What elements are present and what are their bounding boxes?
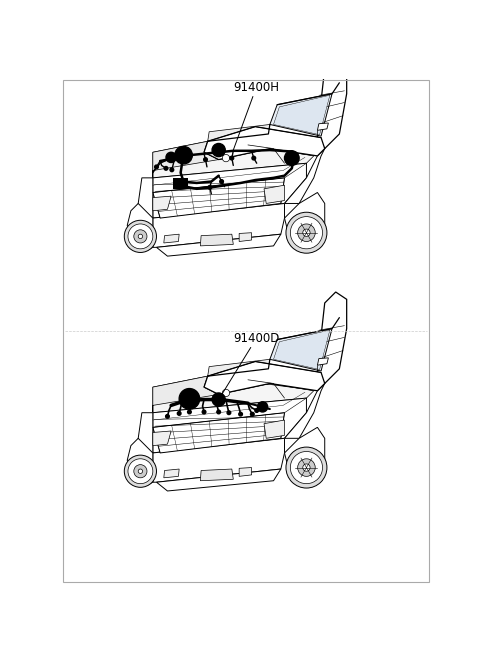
Circle shape <box>290 216 323 249</box>
Circle shape <box>227 411 231 415</box>
Circle shape <box>285 151 299 165</box>
Polygon shape <box>200 469 233 481</box>
Polygon shape <box>153 438 285 482</box>
Circle shape <box>252 156 256 160</box>
Circle shape <box>298 459 315 476</box>
Polygon shape <box>270 94 332 136</box>
Polygon shape <box>208 359 270 376</box>
Polygon shape <box>153 203 285 247</box>
Circle shape <box>290 451 323 483</box>
Polygon shape <box>164 469 179 478</box>
Circle shape <box>166 152 176 163</box>
Polygon shape <box>153 376 314 413</box>
Circle shape <box>138 469 143 474</box>
Circle shape <box>239 413 242 416</box>
Polygon shape <box>239 468 252 476</box>
Circle shape <box>128 224 153 249</box>
Polygon shape <box>285 427 325 478</box>
Polygon shape <box>153 431 171 445</box>
Polygon shape <box>274 330 330 369</box>
Polygon shape <box>317 57 347 149</box>
Circle shape <box>217 410 220 414</box>
Circle shape <box>175 146 192 164</box>
Polygon shape <box>204 376 317 394</box>
Circle shape <box>286 447 327 488</box>
Polygon shape <box>156 234 281 256</box>
Text: 91400D: 91400D <box>219 332 280 400</box>
Polygon shape <box>285 192 325 243</box>
Polygon shape <box>204 141 317 159</box>
Circle shape <box>212 393 225 406</box>
Polygon shape <box>153 141 219 178</box>
Polygon shape <box>208 125 270 141</box>
Circle shape <box>257 401 268 412</box>
Polygon shape <box>127 438 153 486</box>
Polygon shape <box>153 196 171 211</box>
Polygon shape <box>274 95 330 134</box>
Circle shape <box>222 389 229 397</box>
Circle shape <box>230 156 234 160</box>
Circle shape <box>134 464 147 478</box>
Text: 91400H: 91400H <box>233 81 279 150</box>
Circle shape <box>138 234 143 239</box>
Polygon shape <box>153 178 285 218</box>
Circle shape <box>255 409 259 413</box>
Circle shape <box>303 464 310 471</box>
Polygon shape <box>200 234 233 246</box>
Circle shape <box>128 459 153 483</box>
Polygon shape <box>156 469 281 491</box>
Polygon shape <box>285 384 325 438</box>
Polygon shape <box>138 178 153 218</box>
Polygon shape <box>270 329 332 371</box>
Circle shape <box>212 144 225 157</box>
Circle shape <box>251 413 254 416</box>
Circle shape <box>124 455 156 487</box>
Polygon shape <box>204 361 325 394</box>
Polygon shape <box>264 420 285 438</box>
Circle shape <box>177 411 181 415</box>
Circle shape <box>166 415 169 418</box>
Circle shape <box>188 410 191 414</box>
Polygon shape <box>264 185 285 203</box>
Circle shape <box>220 180 223 183</box>
Polygon shape <box>285 149 325 203</box>
Polygon shape <box>127 203 153 251</box>
Polygon shape <box>153 141 314 178</box>
Circle shape <box>286 213 327 253</box>
Circle shape <box>303 229 310 236</box>
Polygon shape <box>204 127 325 159</box>
Polygon shape <box>138 413 153 453</box>
Polygon shape <box>153 413 285 453</box>
Circle shape <box>155 165 158 169</box>
Circle shape <box>164 167 168 170</box>
Circle shape <box>298 224 315 241</box>
Polygon shape <box>317 358 328 365</box>
Circle shape <box>222 154 229 162</box>
Circle shape <box>204 157 207 161</box>
Polygon shape <box>317 123 328 131</box>
Circle shape <box>124 220 156 253</box>
Polygon shape <box>239 233 252 241</box>
Circle shape <box>208 186 212 189</box>
Polygon shape <box>153 376 219 413</box>
Polygon shape <box>153 163 306 218</box>
Circle shape <box>202 410 206 414</box>
Polygon shape <box>164 234 179 243</box>
Polygon shape <box>317 292 347 384</box>
Polygon shape <box>153 398 306 453</box>
Circle shape <box>170 168 174 172</box>
Circle shape <box>134 230 147 243</box>
FancyBboxPatch shape <box>173 178 188 189</box>
Circle shape <box>179 388 200 409</box>
